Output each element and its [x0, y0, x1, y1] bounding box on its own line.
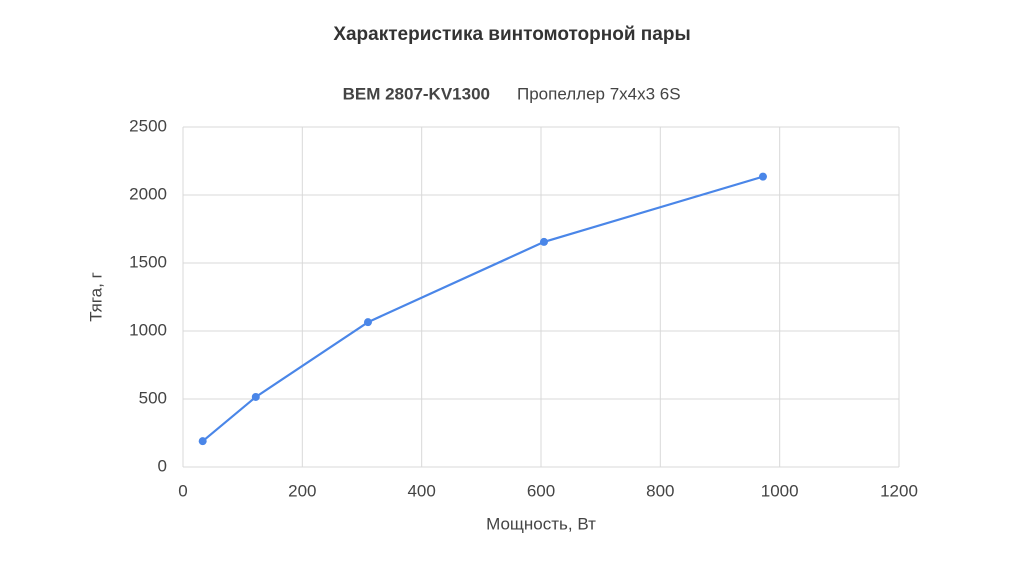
chart-subtitle: BEM 2807-KV1300 — [343, 84, 490, 103]
y-tick-label: 1000 — [129, 320, 167, 339]
x-tick-label: 0 — [178, 481, 187, 500]
x-tick-label: 800 — [646, 481, 674, 500]
data-point — [363, 318, 372, 327]
data-line — [201, 175, 764, 443]
chart-title: Характеристика винтомоторной пары — [333, 24, 690, 45]
y-tick-label: 0 — [158, 456, 167, 475]
y-tick-label: 500 — [139, 388, 167, 407]
x-tick-label: 1200 — [880, 481, 918, 500]
data-point — [198, 437, 207, 446]
x-tick-label: 200 — [288, 481, 316, 500]
x-axis-label: Мощность, Вт — [486, 514, 596, 533]
data-point — [251, 392, 260, 401]
x-tick-label: 1000 — [761, 481, 799, 500]
y-axis-label: Тяга, г — [86, 272, 105, 322]
data-point — [758, 172, 767, 181]
y-tick-label: 2500 — [129, 116, 167, 135]
chart-subtitle: Пропеллер 7x4x3 6S — [517, 84, 681, 103]
data-point — [539, 237, 548, 246]
y-tick-label: 1500 — [129, 252, 167, 271]
x-tick-label: 400 — [407, 481, 435, 500]
y-tick-label: 2000 — [129, 184, 167, 203]
x-tick-label: 600 — [527, 481, 555, 500]
